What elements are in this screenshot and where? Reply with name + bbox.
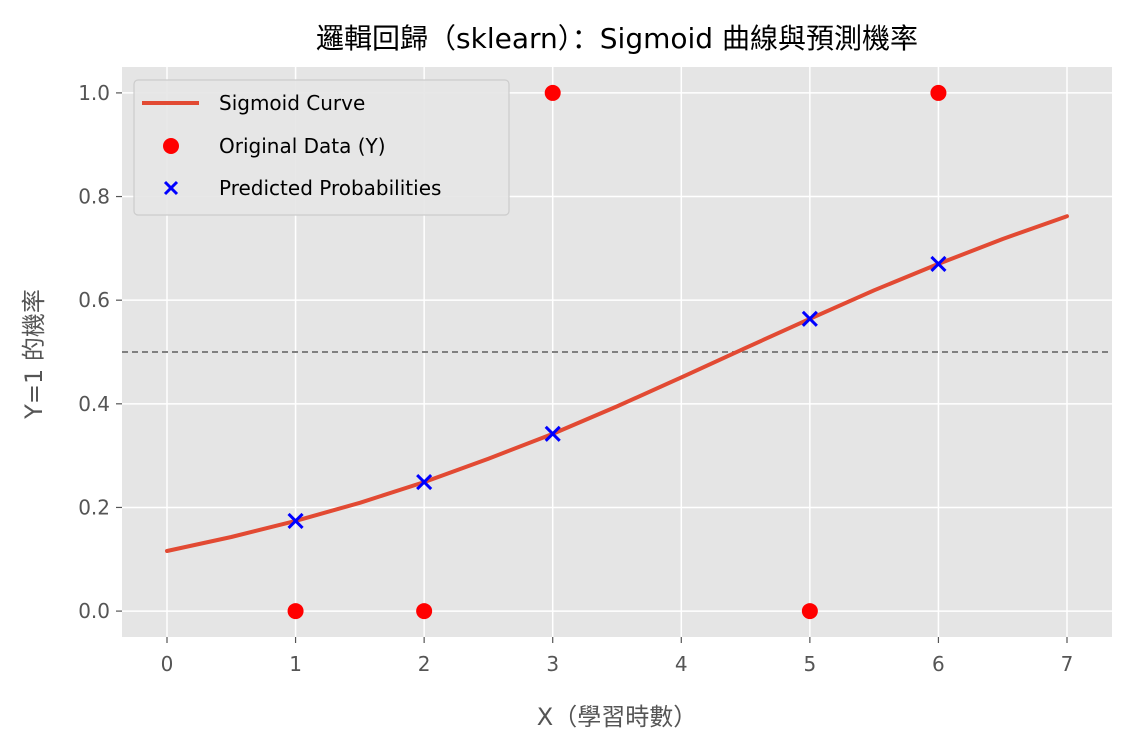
original-data-point [801, 603, 818, 620]
predicted-probability-point [544, 425, 561, 442]
x-marker-stroke [801, 310, 818, 327]
legend-label: Sigmoid Curve [219, 91, 365, 115]
x-marker-stroke [544, 425, 561, 442]
original-data-point [416, 603, 433, 620]
sigmoid-curve [165, 214, 1069, 553]
predicted-probability-point [930, 255, 947, 272]
legend-item-original: Original Data (Y) [163, 134, 386, 158]
y-tick-label: 0.4 [78, 392, 110, 416]
y-tick-label: 0.2 [78, 495, 110, 519]
y-tick-label: 1.0 [78, 81, 110, 105]
y-tick-label: 0.0 [78, 599, 110, 623]
legend-x-swatch [163, 180, 179, 196]
y-tick-label: 0.6 [78, 288, 110, 312]
x-marker-stroke [163, 180, 179, 196]
legend: Sigmoid Curve Original Data (Y) Predicted … [133, 79, 510, 216]
legend-item-predicted: Predicted Probabilities [163, 176, 441, 200]
chart-title: 邏輯回歸（sklearn）：Sigmoid 曲線與預測機率 [316, 22, 918, 55]
predicted-probability-point [287, 512, 304, 529]
original-data-point [544, 84, 561, 101]
predicted-probability-point [416, 474, 433, 491]
original-data-point [930, 84, 947, 101]
legend-item-sigmoid: Sigmoid Curve [142, 91, 365, 115]
y-tick-label: 0.8 [78, 185, 110, 209]
legend-label: Predicted Probabilities [219, 176, 441, 200]
legend-box [133, 79, 510, 216]
x-tick-label: 0 [161, 652, 174, 676]
x-tick-label: 1 [289, 652, 302, 676]
x-tick-label: 4 [675, 652, 688, 676]
x-marker-stroke [930, 255, 947, 272]
legend-circle-swatch [163, 138, 179, 154]
x-tick-label: 3 [546, 652, 559, 676]
x-axis-label: X（學習時數） [537, 703, 697, 731]
x-tick-label: 7 [1061, 652, 1074, 676]
x-marker-stroke [416, 474, 433, 491]
original-data-point [287, 603, 304, 620]
x-marker-stroke [287, 512, 304, 529]
legend-label: Original Data (Y) [219, 134, 386, 158]
y-axis-label: Y=1 的機率 [20, 289, 48, 420]
x-tick-label: 2 [418, 652, 431, 676]
predicted-probability-point [801, 310, 818, 327]
x-tick-label: 5 [803, 652, 816, 676]
x-tick-label: 6 [932, 652, 945, 676]
